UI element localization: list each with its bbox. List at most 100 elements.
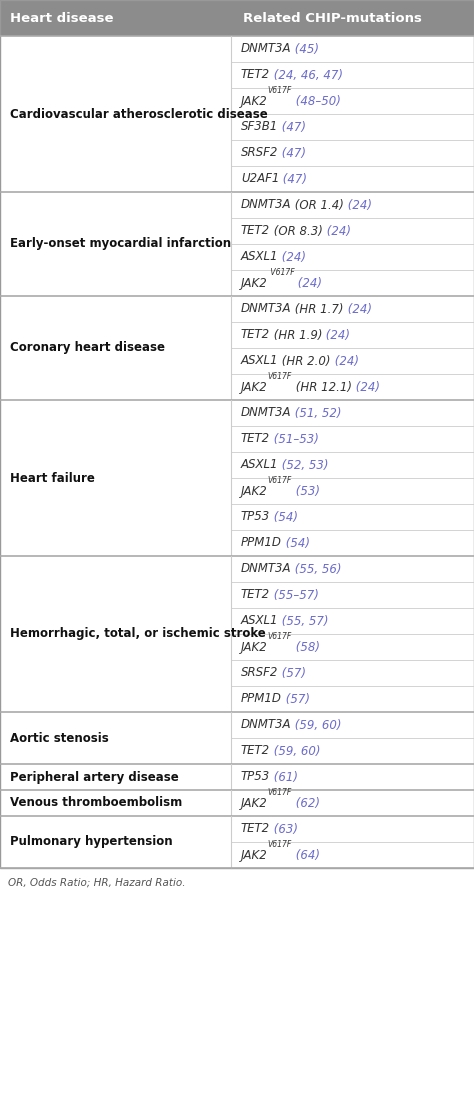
Text: (24): (24) [352, 381, 380, 394]
Text: V617F: V617F [268, 789, 292, 798]
Bar [0, 193, 474, 296]
Text: Coronary heart disease: Coronary heart disease [10, 341, 165, 354]
Text: (24): (24) [323, 224, 351, 237]
Text: JAK2: JAK2 [241, 277, 268, 290]
Bar [0, 0, 474, 36]
Text: DNMT3A: DNMT3A [241, 43, 292, 56]
Text: TET2: TET2 [241, 589, 270, 602]
Text: ASXL1: ASXL1 [241, 354, 278, 368]
Text: JAK2: JAK2 [241, 849, 268, 861]
Bar [0, 556, 474, 712]
Text: (HR 12.1): (HR 12.1) [292, 381, 352, 394]
Bar [0, 712, 474, 764]
Text: TET2: TET2 [241, 328, 270, 341]
Bar [0, 400, 474, 556]
Text: V617F: V617F [268, 476, 292, 486]
Text: V617F: V617F [268, 372, 292, 382]
Bar [0, 790, 474, 816]
Text: ASXL1: ASXL1 [241, 251, 278, 264]
Text: (HR 1.9): (HR 1.9) [270, 328, 322, 341]
Text: (OR 8.3): (OR 8.3) [270, 224, 323, 237]
Text: (52, 53): (52, 53) [278, 458, 329, 472]
Text: (62): (62) [292, 796, 320, 810]
Text: TET2: TET2 [241, 745, 270, 757]
Text: TET2: TET2 [241, 823, 270, 836]
Text: (54): (54) [270, 511, 298, 524]
Text: (61): (61) [270, 770, 298, 783]
Text: JAK2: JAK2 [241, 485, 268, 498]
Text: V617F: V617F [268, 86, 292, 95]
Text: (OR 1.4): (OR 1.4) [292, 198, 344, 211]
Text: (54): (54) [282, 536, 310, 549]
Text: Hemorrhagic, total, or ischemic stroke: Hemorrhagic, total, or ischemic stroke [10, 628, 266, 640]
Text: (24): (24) [278, 251, 306, 264]
Text: (48–50): (48–50) [292, 94, 341, 107]
Text: (24): (24) [322, 328, 350, 341]
Text: PPM1D: PPM1D [241, 693, 282, 706]
Text: (55–57): (55–57) [270, 589, 319, 602]
Text: JAK2: JAK2 [241, 94, 268, 107]
Text: Related CHIP-mutations: Related CHIP-mutations [243, 12, 422, 24]
Text: DNMT3A: DNMT3A [241, 198, 292, 211]
Text: TET2: TET2 [241, 69, 270, 81]
Text: (58): (58) [292, 640, 320, 653]
Text: DNMT3A: DNMT3A [241, 407, 292, 419]
Text: Early-onset myocardial infarction: Early-onset myocardial infarction [10, 237, 231, 251]
Text: JAK2: JAK2 [241, 640, 268, 653]
Text: (51, 52): (51, 52) [292, 407, 342, 419]
Text: (55, 56): (55, 56) [292, 562, 342, 575]
Text: (57): (57) [282, 693, 310, 706]
Text: SF3B1: SF3B1 [241, 120, 278, 133]
Text: ASXL1: ASXL1 [241, 458, 278, 472]
Text: Cardiovascular atherosclerotic disease: Cardiovascular atherosclerotic disease [10, 107, 268, 120]
Text: (63): (63) [270, 823, 298, 836]
Text: TP53: TP53 [241, 511, 270, 524]
Text: (47): (47) [278, 147, 306, 160]
Text: Pulmonary hypertension: Pulmonary hypertension [10, 836, 173, 849]
Text: Heart disease: Heart disease [10, 12, 113, 24]
Bar [0, 764, 474, 790]
Text: OR, Odds Ratio; HR, Hazard Ratio.: OR, Odds Ratio; HR, Hazard Ratio. [8, 878, 185, 888]
Text: V617F: V617F [268, 632, 292, 641]
Text: TET2: TET2 [241, 224, 270, 237]
Text: Heart failure: Heart failure [10, 472, 95, 485]
Bar [0, 0, 474, 868]
Text: DNMT3A: DNMT3A [241, 303, 292, 315]
Text: Aortic stenosis: Aortic stenosis [10, 732, 109, 745]
Text: V617F: V617F [268, 840, 292, 849]
Text: Venous thromboembolism: Venous thromboembolism [10, 796, 182, 810]
Bar [0, 816, 474, 868]
Text: (24): (24) [344, 303, 372, 315]
Text: (47): (47) [278, 120, 306, 133]
Text: ASXL1: ASXL1 [241, 615, 278, 628]
Text: (HR 2.0): (HR 2.0) [278, 354, 331, 368]
Text: TET2: TET2 [241, 432, 270, 445]
Text: (55, 57): (55, 57) [278, 615, 329, 628]
Text: V617F: V617F [268, 268, 294, 277]
Text: JAK2: JAK2 [241, 381, 268, 394]
Text: (64): (64) [292, 849, 320, 861]
Bar [0, 296, 474, 400]
Text: (53): (53) [292, 485, 320, 498]
Text: (51–53): (51–53) [270, 432, 319, 445]
Text: (57): (57) [278, 666, 306, 679]
Text: DNMT3A: DNMT3A [241, 719, 292, 732]
Text: (HR 1.7): (HR 1.7) [292, 303, 344, 315]
Text: Peripheral artery disease: Peripheral artery disease [10, 770, 179, 783]
Text: PPM1D: PPM1D [241, 536, 282, 549]
Bar [0, 36, 474, 193]
Text: JAK2: JAK2 [241, 796, 268, 810]
Text: (24): (24) [344, 198, 372, 211]
Text: DNMT3A: DNMT3A [241, 562, 292, 575]
Text: (47): (47) [279, 173, 307, 186]
Text: (24, 46, 47): (24, 46, 47) [270, 69, 343, 81]
Text: (24): (24) [331, 354, 359, 368]
Text: U2AF1: U2AF1 [241, 173, 279, 186]
Text: TP53: TP53 [241, 770, 270, 783]
Text: SRSF2: SRSF2 [241, 666, 278, 679]
Text: (59, 60): (59, 60) [292, 719, 342, 732]
Text: (24): (24) [294, 277, 322, 290]
Text: SRSF2: SRSF2 [241, 147, 278, 160]
Text: (45): (45) [292, 43, 319, 56]
Text: (59, 60): (59, 60) [270, 745, 320, 757]
